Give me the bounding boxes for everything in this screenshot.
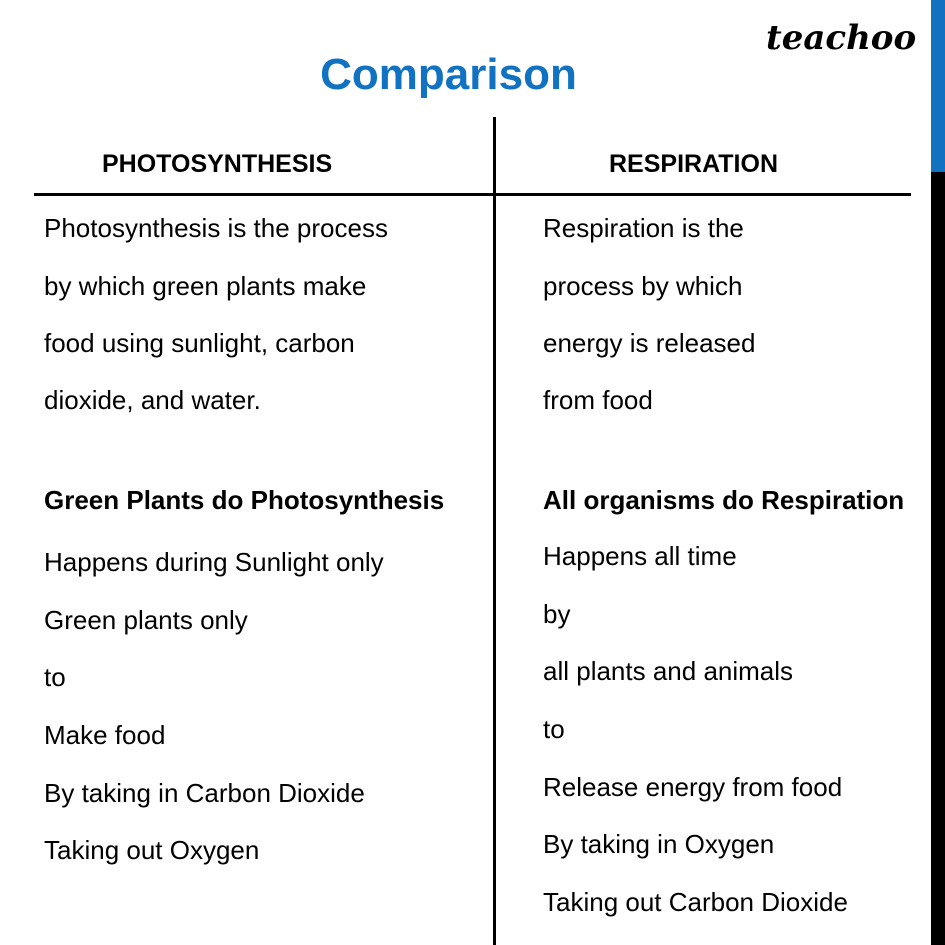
point-line: Taking out Oxygen xyxy=(44,835,260,865)
point-line: Happens during Sunlight only xyxy=(44,547,384,577)
summary-line: Green Plants do Photosynthesis xyxy=(44,485,445,515)
definition-line: process by which xyxy=(543,271,743,301)
point-line: Green plants only xyxy=(44,605,248,635)
definition-line: food using sunlight, carbon xyxy=(44,328,355,358)
point-line: Make food xyxy=(44,720,166,750)
point-line: to xyxy=(44,662,66,692)
point-line: Happens all time xyxy=(543,541,737,571)
header-divider xyxy=(34,193,911,196)
accent-bar xyxy=(931,0,945,172)
definition-line: Photosynthesis is the process xyxy=(44,213,388,243)
definition-line: Respiration is the xyxy=(543,213,744,243)
point-line: By taking in Oxygen xyxy=(543,829,775,859)
definition-line: from food xyxy=(543,385,653,415)
definition-line: energy is released xyxy=(543,328,756,358)
side-bar xyxy=(931,172,945,945)
point-line: to xyxy=(543,714,565,744)
page-title: Comparison xyxy=(320,50,577,99)
column-header-photosynthesis: PHOTOSYNTHESIS xyxy=(102,150,333,178)
definition-line: by which green plants make xyxy=(44,271,367,301)
column-divider xyxy=(493,117,496,945)
point-line: Release energy from food xyxy=(543,772,843,802)
summary-line: All organisms do Respiration xyxy=(543,485,905,515)
point-line: By taking in Carbon Dioxide xyxy=(44,778,365,808)
point-line: Taking out Carbon Dioxide xyxy=(543,887,848,917)
point-line: by xyxy=(543,599,571,629)
teachoo-logo: teachoo xyxy=(766,18,917,58)
column-header-respiration: RESPIRATION xyxy=(609,150,778,178)
point-line: all plants and animals xyxy=(543,656,794,686)
definition-line: dioxide, and water. xyxy=(44,385,261,415)
